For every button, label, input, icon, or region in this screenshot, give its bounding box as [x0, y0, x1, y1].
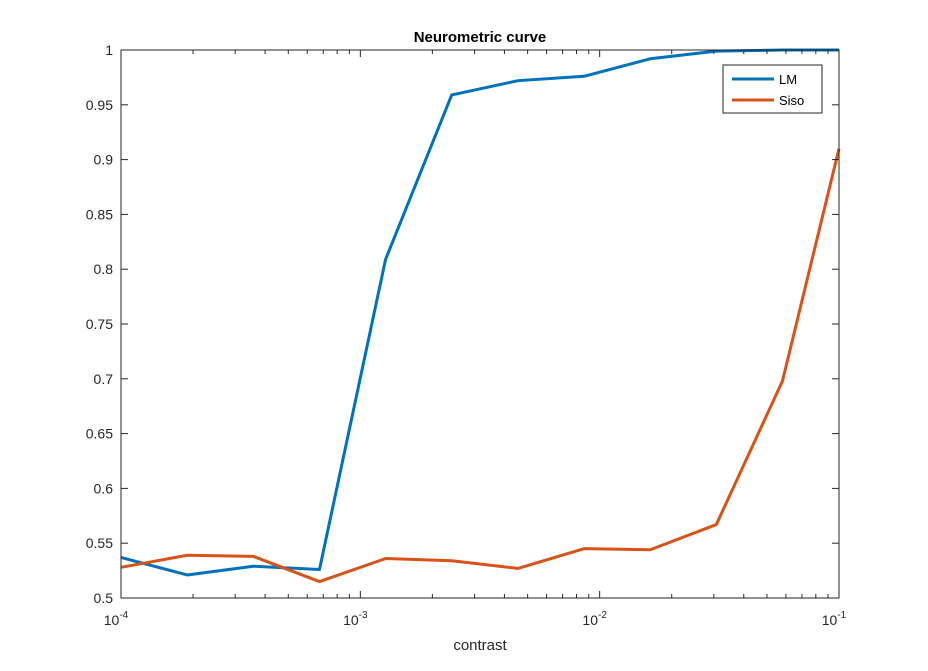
x-tick-label: 10-2 [582, 610, 607, 628]
plot-area [121, 50, 839, 598]
x-tick-label: 10-3 [343, 610, 368, 628]
y-tick-label: 0.5 [94, 590, 114, 606]
y-tick-label: 0.6 [94, 480, 114, 496]
series-layer [120, 48, 841, 584]
series-line-lm [120, 48, 839, 577]
y-tick-label: 0.65 [86, 426, 113, 442]
legend-label-siso: Siso [779, 93, 804, 108]
y-tick-label: 0.85 [86, 206, 113, 222]
x-tick-label: 10-1 [822, 610, 847, 628]
x-axis-label: contrast [453, 637, 507, 654]
y-tick-label: 0.75 [86, 316, 113, 332]
y-tick-label: 0.7 [94, 371, 114, 387]
y-tick-label: 0.55 [86, 535, 113, 551]
legend-label-lm: LM [779, 72, 797, 87]
y-tick-label: 0.9 [94, 152, 114, 168]
legend-box [722, 64, 823, 114]
x-tick-label: 10-4 [104, 610, 129, 628]
y-tick-label: 0.8 [94, 261, 114, 277]
legend: LM Siso [722, 64, 823, 114]
chart-title: Neurometric curve [414, 29, 547, 46]
axes-layer: 0.5 0.55 0.6 0.65 0.7 0.75 0.8 0.85 0.9 0.95 1 10-4… [86, 42, 847, 628]
y-tick-label: 1 [105, 42, 113, 58]
series-line-siso [120, 148, 841, 584]
y-tick-label: 0.95 [86, 97, 113, 113]
